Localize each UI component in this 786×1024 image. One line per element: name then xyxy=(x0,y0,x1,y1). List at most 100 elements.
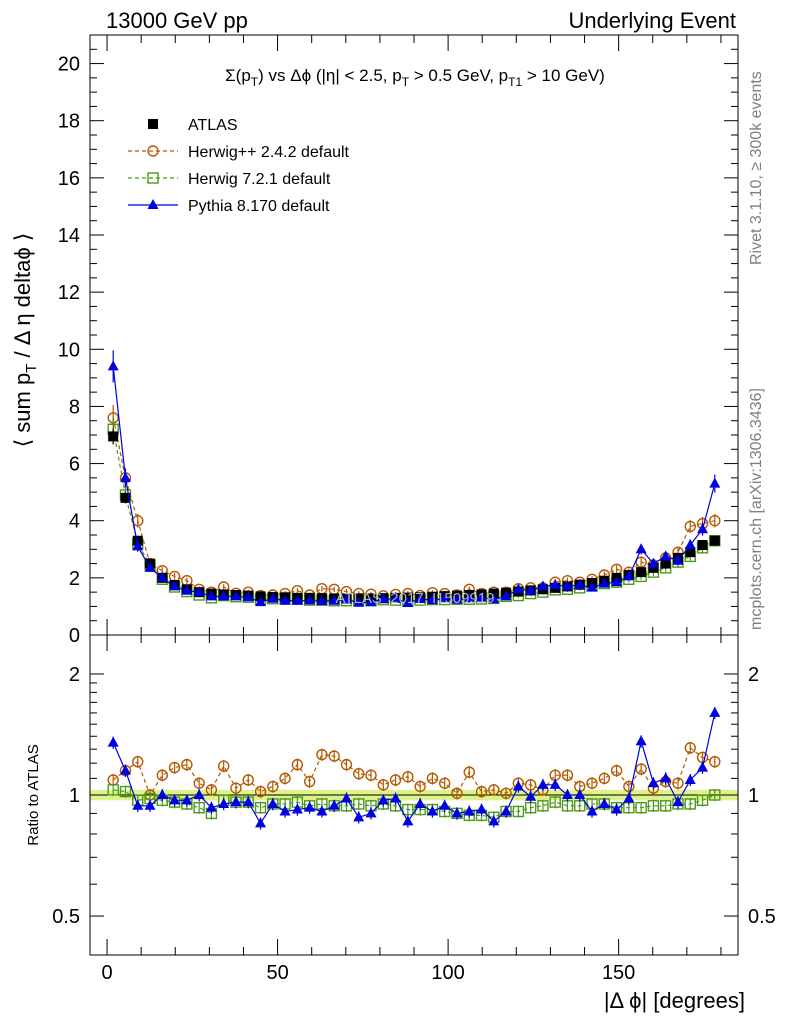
legend-entry-herwig-2-4-2-default: Herwig++ 2.4.2 default xyxy=(128,144,350,161)
data-point-pythia-8-170-default xyxy=(193,586,205,597)
ratio-point-herwig-2-4-2-default xyxy=(303,775,316,788)
data-point-pythia-8-170-default xyxy=(414,593,426,603)
data-point-pythia-8-170-default xyxy=(598,577,610,588)
ratio-point-herwig-7-2-1-default xyxy=(512,805,525,818)
ratio-point-herwig-2-4-2-default xyxy=(475,785,488,798)
ratio-point-pythia-8-170-default xyxy=(697,761,709,772)
data-point-pythia-8-170-default xyxy=(365,596,377,607)
ratio-point-herwig-7-2-1-default xyxy=(537,800,549,812)
ratio-point-pythia-8-170-default xyxy=(488,815,500,826)
ratio-y-tick-label-right: 2 xyxy=(748,664,759,686)
ratio-point-herwig-2-4-2-default xyxy=(623,780,635,793)
ratio-point-herwig-7-2-1-default xyxy=(107,784,119,796)
data-point-atlas xyxy=(636,567,647,578)
data-point-pythia-8-170-default xyxy=(451,593,463,604)
data-point-atlas xyxy=(697,540,708,550)
main-y-tick-label: 10 xyxy=(58,339,80,361)
ratio-point-pythia-8-170-default xyxy=(463,805,475,816)
ratio-point-pythia-8-170-default xyxy=(512,780,524,791)
ratio-point-herwig-2-4-2-default xyxy=(353,767,365,780)
ratio-point-pythia-8-170-default xyxy=(574,789,586,799)
ratio-point-herwig-2-4-2-default xyxy=(328,750,340,762)
legend-entry-pythia-8-170-default: Pythia 8.170 default xyxy=(128,198,330,215)
ratio-point-herwig-2-4-2-default xyxy=(316,748,328,761)
data-point-pythia-8-170-default xyxy=(390,592,402,603)
data-point-pythia-8-170-default xyxy=(328,594,340,605)
data-point-pythia-8-170-default xyxy=(119,471,131,482)
legend-marker xyxy=(147,145,159,157)
ratio-point-pythia-8-170-default xyxy=(476,803,488,814)
ratio-point-pythia-8-170-default xyxy=(316,805,328,816)
data-point-pythia-8-170-default xyxy=(697,523,709,534)
ratio-point-pythia-8-170-default xyxy=(451,807,463,818)
ratio-series-herwig-7-2-1-default xyxy=(107,783,721,824)
x-tick-label: 100 xyxy=(431,962,464,984)
ratio-point-pythia-8-170-default xyxy=(353,811,365,822)
series-line-pythia-8-170-default xyxy=(112,366,716,604)
data-point-pythia-8-170-default xyxy=(340,593,352,604)
legend-entry-herwig-7-2-1-default: Herwig 7.2.1 default xyxy=(128,171,331,188)
ratio-point-herwig-2-4-2-default xyxy=(414,780,426,793)
header-left: 13000 GeV pp xyxy=(106,8,248,33)
ratio-point-herwig-7-2-1-default xyxy=(659,800,672,812)
mcplots-label: mcplots.cern.ch [arXiv:1306.3436] xyxy=(748,388,765,630)
ratio-point-herwig-7-2-1-default xyxy=(635,801,647,814)
ratio-line-pythia-8-170-default xyxy=(112,712,716,825)
ratio-point-pythia-8-170-default xyxy=(439,799,451,810)
data-point-pythia-8-170-default xyxy=(561,580,573,591)
ratio-point-pythia-8-170-default xyxy=(635,735,647,746)
ratio-y-tick-label: 1 xyxy=(69,785,80,807)
header-right: Underlying Event xyxy=(568,8,736,33)
ratio-point-herwig-2-4-2-default xyxy=(156,769,169,781)
main-y-tick-label: 4 xyxy=(69,511,80,533)
legend: ATLAS Herwig++ 2.4.2 default Herwig 7.2.1 … xyxy=(128,117,350,215)
ratio-point-herwig-2-4-2-default xyxy=(205,784,218,796)
x-tick-label: 150 xyxy=(602,962,635,984)
ratio-point-herwig-2-4-2-default xyxy=(709,756,721,768)
ratio-point-pythia-8-170-default xyxy=(156,789,168,799)
main-y-tick-label: 16 xyxy=(58,168,80,190)
ratio-point-herwig-2-4-2-default xyxy=(193,777,205,789)
ratio-point-pythia-8-170-default xyxy=(549,778,561,789)
ratio-point-pythia-8-170-default xyxy=(414,797,426,808)
data-point-pythia-8-170-default xyxy=(463,592,475,603)
main-panel-axes: 0 2 4 6 8 10 12 14 16 18 20 xyxy=(58,34,739,647)
ratio-point-pythia-8-170-default xyxy=(242,796,254,807)
ratio-point-pythia-8-170-default xyxy=(426,805,438,816)
y-axis-label: ⟨ sum pT / Δ η deltaϕ ⟩ xyxy=(10,233,40,448)
data-point-pythia-8-170-default xyxy=(500,590,512,601)
data-point-pythia-8-170-default xyxy=(709,477,721,488)
ratio-point-pythia-8-170-default xyxy=(119,764,131,775)
ratio-point-herwig-2-4-2-default xyxy=(463,766,475,778)
ratio-point-herwig-2-4-2-default xyxy=(168,761,181,774)
data-point-pythia-8-170-default xyxy=(291,594,303,605)
ratio-point-herwig-2-4-2-default xyxy=(181,758,193,771)
ratio-point-pythia-8-170-default xyxy=(340,792,352,803)
ratio-point-pythia-8-170-default xyxy=(500,805,512,816)
data-point-pythia-8-170-default xyxy=(230,590,242,601)
ratio-point-herwig-2-4-2-default xyxy=(586,777,598,789)
ratio-panel-axes: 0 50 100 150 0.5 0.5 1 1 2 2 xyxy=(52,634,776,984)
ratio-point-pythia-8-170-default xyxy=(255,817,267,828)
ratio-point-pythia-8-170-default xyxy=(132,799,144,810)
data-point-pythia-8-170-default xyxy=(107,360,119,371)
main-y-tick-label: 8 xyxy=(69,396,80,418)
ratio-point-herwig-7-2-1-default xyxy=(684,798,696,810)
ratio-point-pythia-8-170-default xyxy=(660,772,672,783)
data-point-pythia-8-170-default xyxy=(439,592,451,603)
ratio-point-pythia-8-170-default xyxy=(623,792,635,803)
ratio-point-herwig-2-4-2-default xyxy=(242,774,254,786)
ratio-point-pythia-8-170-default xyxy=(230,796,242,807)
rivet-label: Rivet 3.1.10, ≥ 300k events xyxy=(748,71,765,265)
chart-title: Σ(pT) vs Δϕ (|η| < 2.5, pT > 0.5 GeV, pT… xyxy=(225,66,605,89)
watermark: ATLAS_2017_I1509919 xyxy=(335,590,494,607)
data-point-pythia-8-170-default xyxy=(316,595,328,606)
ratio-point-pythia-8-170-default xyxy=(279,805,291,816)
ratio-point-herwig-2-4-2-default xyxy=(389,774,402,786)
legend-label: ATLAS xyxy=(188,117,238,134)
data-layer xyxy=(107,350,721,830)
ratio-point-herwig-2-4-2-default xyxy=(488,784,500,796)
ratio-point-pythia-8-170-default xyxy=(684,773,696,784)
data-point-pythia-8-170-default xyxy=(537,580,549,591)
